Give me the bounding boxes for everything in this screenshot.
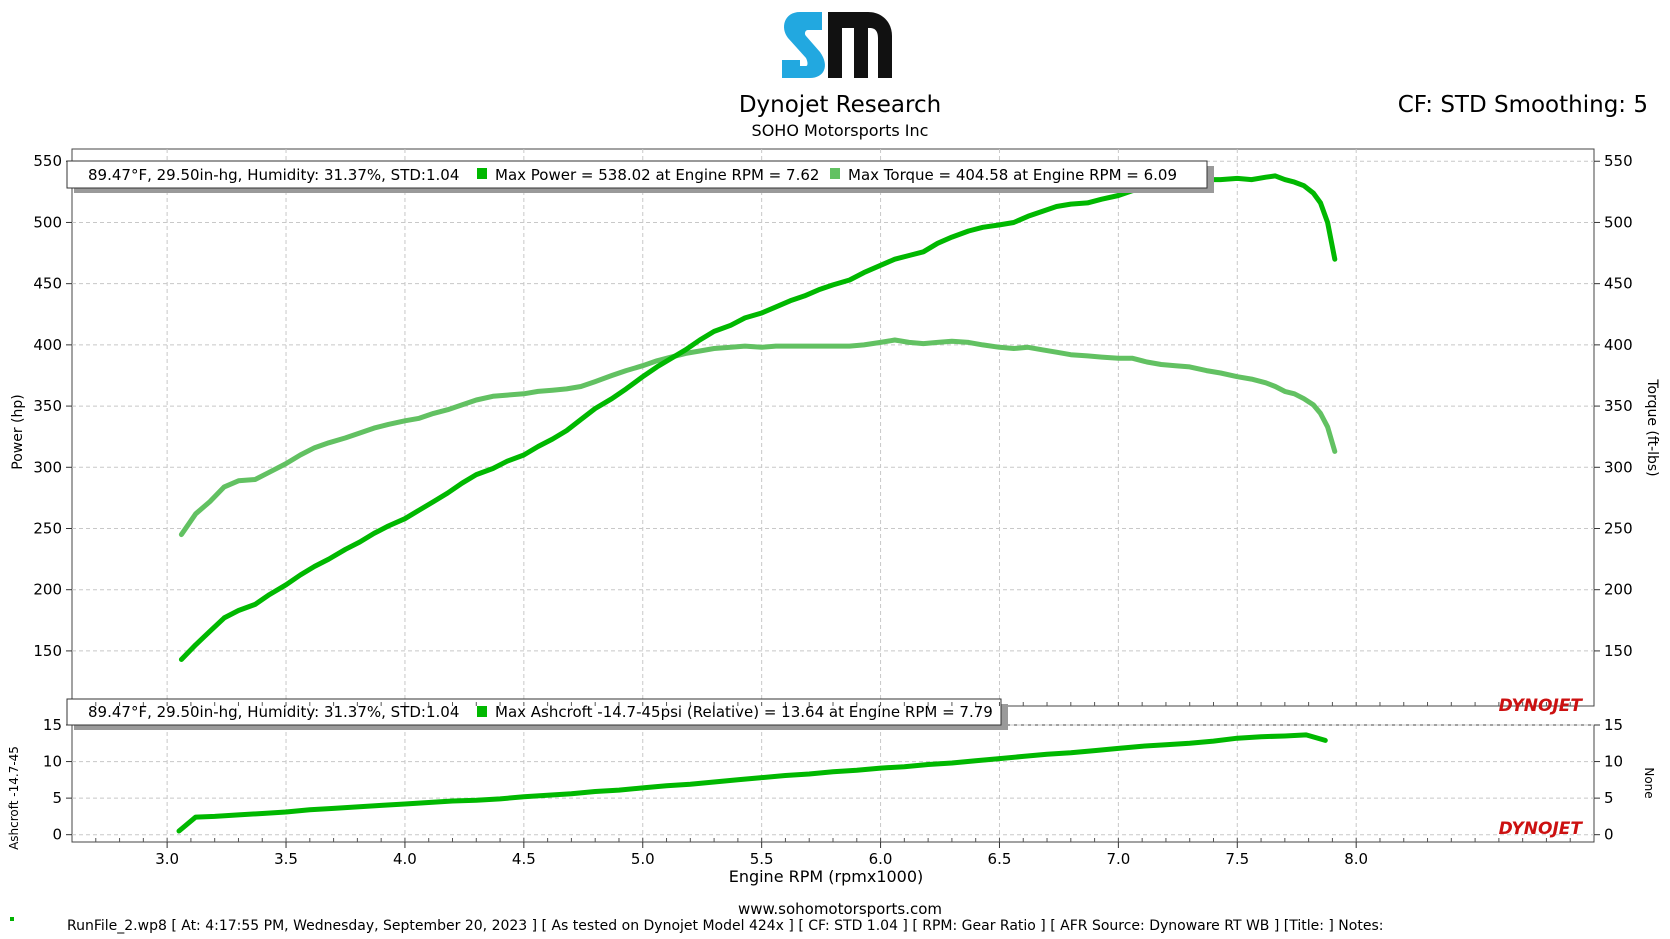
sub-legend-conditions: 89.47°F, 29.50in-hg, Humidity: 31.37%, S… [88, 703, 459, 721]
y-tick-label-left: 550 [33, 152, 62, 170]
power-legend-swatch [477, 168, 487, 179]
y-tick-label-right: 450 [1604, 275, 1633, 293]
torque-legend-swatch [830, 168, 840, 179]
sub-plot-frame [71, 724, 1595, 843]
y-tick-label-left: 300 [33, 458, 62, 476]
y-tick-label-right: 200 [1604, 581, 1633, 599]
logo-s-shape [782, 12, 825, 78]
x-tick-label: 4.5 [512, 850, 536, 868]
run-info-footer: RunFile_2.wp8 [ At: 4:17:55 PM, Wednesda… [67, 918, 1384, 934]
y-tick-label-left: 350 [33, 397, 62, 415]
dealer-name: SOHO Motorsports Inc [751, 121, 929, 140]
main-ylabel-right: Torque (ft-lbs) [1644, 378, 1660, 476]
main-yticks-right: 150 200 250 300 350 400 450 500 550 [1594, 152, 1633, 660]
y-tick-label-right: 5 [1604, 789, 1614, 807]
main-yticks-left: 150 200 250 300 350 400 450 500 550 [33, 152, 72, 660]
torque-line [178, 337, 1338, 538]
x-tick-label: 5.5 [750, 850, 774, 868]
y-tick-label-left: 0 [52, 826, 62, 844]
y-tick-label-left: 450 [33, 275, 62, 293]
sub-yticks-left: 0 5 10 15 [43, 716, 72, 844]
ashcroft-legend-label: Max Ashcroft -14.7-45psi (Relative) = 13… [495, 703, 993, 721]
y-tick-label-right: 350 [1604, 397, 1633, 415]
x-tick-label: 3.5 [274, 850, 298, 868]
x-axis-label: Engine RPM (rpmx1000) [729, 867, 924, 886]
correction-factor-info: CF: STD Smoothing: 5 [1397, 92, 1648, 118]
y-tick-label-right: 300 [1604, 458, 1633, 476]
main-ylabel-left: Power (hp) [10, 394, 26, 469]
y-tick-label-right: 15 [1604, 716, 1623, 734]
y-tick-label-left: 500 [33, 213, 62, 231]
x-tick-label: 8.0 [1344, 850, 1368, 868]
x-axis: 3.0 3.5 4.0 4.5 5.0 5.5 6.0 6.5 7.0 7.5 8.0 [95, 702, 1571, 868]
power-legend-label: Max Power = 538.02 at Engine RPM = 7.62 [495, 166, 819, 184]
y-tick-label-right: 500 [1604, 213, 1633, 231]
y-tick-label-left: 200 [33, 581, 62, 599]
main-legend-box [66, 160, 1208, 189]
x-tick-label: 6.0 [869, 850, 893, 868]
x-tick-label: 4.0 [393, 850, 417, 868]
y-tick-label-left: 5 [52, 789, 62, 807]
sub-dynojet-watermark: DYNOJET [1499, 819, 1584, 839]
y-tick-label-left: 15 [43, 716, 62, 734]
y-tick-label-right: 0 [1604, 826, 1614, 844]
status-dot [10, 917, 14, 921]
ashcroft-legend-swatch [477, 706, 487, 717]
y-tick-label-right: 250 [1604, 519, 1633, 537]
main-plot-frame [71, 148, 1595, 707]
y-tick-label-right: 550 [1604, 152, 1633, 170]
y-tick-label-left: 150 [33, 642, 62, 660]
main-legend-conditions: 89.47°F, 29.50in-hg, Humidity: 31.37%, S… [88, 166, 459, 184]
x-tick-label: 3.0 [155, 850, 179, 868]
x-tick-label: 7.0 [1106, 850, 1130, 868]
y-tick-label-left: 400 [33, 336, 62, 354]
torque-legend-label: Max Torque = 404.58 at Engine RPM = 6.09 [848, 166, 1177, 184]
main-dynojet-watermark: DYNOJET [1499, 696, 1584, 716]
logo-m-shape [828, 12, 892, 78]
sub-ylabel-left: Ashcroft -14.7-45 [7, 746, 21, 850]
ashcroft-line [176, 732, 1328, 834]
y-tick-label-left: 10 [43, 753, 62, 771]
x-tick-label: 5.0 [631, 850, 655, 868]
company-name: Dynojet Research [738, 92, 942, 118]
y-tick-label-right: 150 [1604, 642, 1633, 660]
website-text: www.sohomotorsports.com [737, 900, 943, 918]
y-tick-label-right: 400 [1604, 336, 1633, 354]
sub-legend-box [66, 698, 1002, 726]
soho-logo [782, 12, 892, 78]
sub-ylabel-right: None [1642, 767, 1656, 798]
x-tick-label: 6.5 [988, 850, 1012, 868]
x-tick-label: 7.5 [1225, 850, 1249, 868]
sub-yticks-right: 0 5 10 15 [1594, 716, 1623, 844]
y-tick-label-left: 250 [33, 519, 62, 537]
y-tick-label-right: 10 [1604, 753, 1623, 771]
